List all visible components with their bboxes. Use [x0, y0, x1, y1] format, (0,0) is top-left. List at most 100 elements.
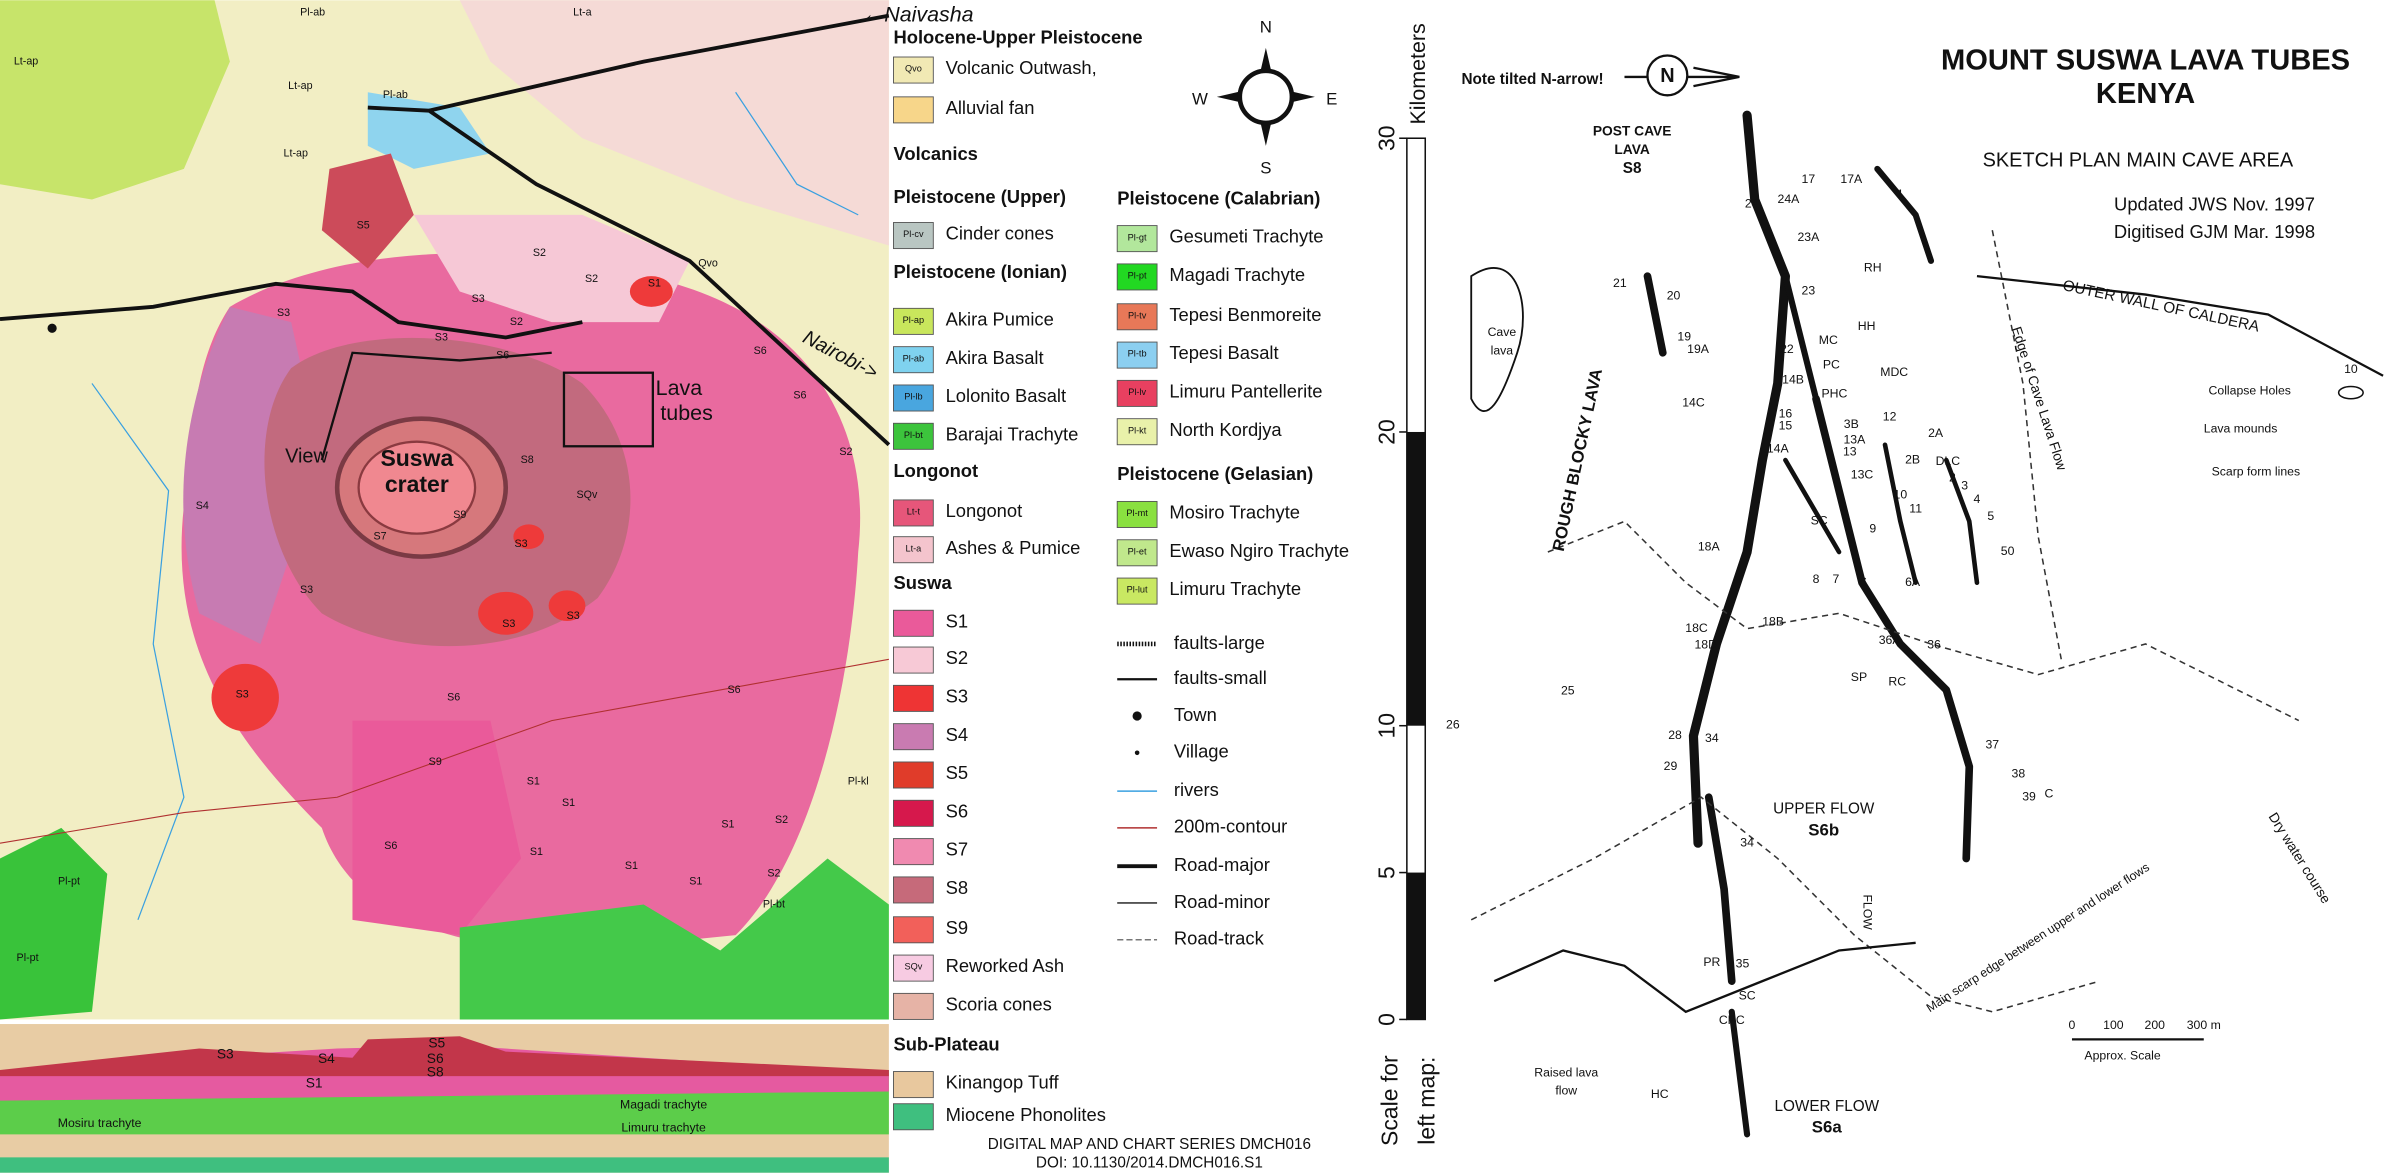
legend-swatch: [893, 684, 934, 712]
river: [735, 91, 859, 216]
unit-label: Lt-ap: [14, 55, 38, 67]
legend-swatch: [1116, 379, 1158, 407]
legend-label: Lolonito Basalt: [946, 385, 1067, 406]
cone-s5: [321, 153, 414, 269]
cave-label: 50: [2001, 544, 2015, 558]
unit-label: S2: [533, 247, 546, 259]
cave-label: 13: [1843, 445, 1857, 459]
lava-tube: [1728, 1008, 1751, 1138]
legend-swatch: [893, 56, 934, 84]
green-flow: [0, 827, 108, 1020]
cave-lava-outline: [1470, 267, 1524, 412]
cave-label: 37: [1985, 737, 1999, 751]
unit-label: S6: [447, 691, 460, 703]
unit-label: Pl-bt: [763, 898, 785, 910]
section-label: S8: [427, 1065, 444, 1080]
compass-label: W: [1192, 89, 1208, 108]
flow-s3: [513, 524, 545, 549]
area-label: Lava mounds: [2204, 422, 2278, 436]
credit: DIGITAL MAP AND CHART SERIES DMCH016: [988, 1136, 1311, 1153]
legend-label: Barajai Trachyte: [946, 423, 1079, 444]
area-label: Edge of Cave Lava Flow: [2009, 325, 2070, 472]
unit-label: S4: [196, 500, 209, 512]
cave-label: 23A: [1797, 230, 1820, 244]
section-label: S1: [306, 1075, 323, 1090]
cave-label: 26: [1446, 717, 1460, 731]
cave-label: 1: [1897, 187, 1904, 201]
unit-label: Pl-pt: [17, 952, 39, 964]
legend-swatch: [893, 536, 934, 564]
cave-label: 18A: [1698, 540, 1721, 554]
cave-label: 24A: [1778, 192, 1801, 206]
legend-code: Pl-lb: [904, 392, 922, 402]
cave-label: DLC: [1936, 454, 1961, 468]
legend-label: Tepesi Benmoreite: [1169, 304, 1321, 325]
legend-swatch: [893, 1103, 934, 1131]
legend-swatch: [893, 96, 934, 124]
area-label: S6a: [1812, 1118, 1843, 1137]
legend-heading: Volcanics: [893, 143, 977, 164]
unit-label: S1: [689, 875, 702, 887]
cave-label: 3B: [1844, 417, 1859, 431]
area-label: Raised lava: [1534, 1065, 1598, 1079]
town: [47, 323, 57, 333]
place-label: Lava: [656, 376, 703, 400]
legend-swatch: [1116, 225, 1158, 253]
legend-swatch: [1116, 500, 1158, 528]
legend-label: S6: [946, 800, 968, 821]
place-label: tubes: [660, 401, 712, 425]
road-major: [428, 13, 890, 113]
sketch-plan: SKETCH PLAN MAIN CAVE AREA: [1983, 149, 2294, 171]
cave-label: CPC: [1719, 1013, 1745, 1027]
legend-label: Village: [1174, 741, 1229, 762]
unit-label: Pl-kl: [848, 776, 869, 788]
unit-label: S1: [721, 819, 734, 831]
unit-label: Qvo: [698, 258, 718, 270]
sketch-credit: Updated JWS Nov. 1997: [2114, 194, 2315, 215]
legend-label: Gesumeti Trachyte: [1169, 226, 1323, 247]
section-label: S4: [318, 1051, 335, 1066]
pumice-area: [0, 0, 230, 200]
unit-label: S2: [585, 273, 598, 285]
legend-swatch: [1116, 539, 1158, 567]
legend-heading: Pleistocene (Upper): [893, 186, 1066, 207]
legend-label: faults-large: [1174, 632, 1265, 653]
legend-label: Kinangop Tuff: [946, 1072, 1060, 1093]
legend-label: Road-major: [1174, 854, 1270, 875]
area-label: flow: [1555, 1084, 1577, 1098]
legend-label: Ashes & Pumice: [946, 537, 1081, 558]
unit-label: S1: [625, 860, 638, 872]
legend-swatch: [893, 761, 934, 789]
unit-label: S2: [775, 814, 788, 826]
legend-code: Lt-t: [907, 507, 921, 517]
credit: DOI: 10.1130/2014.DMCH016.S1: [1036, 1155, 1263, 1172]
unit-label: S6: [754, 345, 767, 357]
legend-symbol: [1132, 711, 1142, 721]
cave-label: 34: [1705, 731, 1719, 745]
place-label: ←Naivasha: [863, 2, 974, 26]
legend-code: Pl-kt: [1128, 425, 1147, 435]
scale-label: 200: [2145, 1018, 2166, 1032]
cave-label: 19A: [1687, 342, 1710, 356]
scale-caption: Approx. Scale: [2084, 1048, 2160, 1062]
section-label: S3: [217, 1046, 234, 1061]
scale-caption: left map:: [1413, 1057, 1439, 1145]
cave-label: 36A: [1879, 633, 1902, 647]
cave-label: 17A: [1840, 172, 1863, 186]
place-label: Suswa: [380, 445, 453, 471]
legend-label: Akira Basalt: [946, 347, 1044, 368]
unit-label: S9: [453, 509, 466, 521]
unit-label: S3: [472, 293, 485, 305]
unit-label: S1: [648, 278, 661, 290]
cave-label: 28: [1668, 728, 1682, 742]
legend-label: Magadi Trachyte: [1169, 264, 1305, 285]
legend-label: Limuru Pantellerite: [1169, 380, 1322, 401]
area-label: Collapse Holes: [2209, 383, 2291, 397]
legend-label: S1: [946, 610, 968, 631]
legend-label: Alluvial fan: [946, 97, 1035, 118]
unit-label: S2: [839, 446, 852, 458]
legend-label: rivers: [1174, 779, 1219, 800]
legend-code: Pl-lv: [1128, 387, 1146, 397]
lava-tube: [1643, 272, 1667, 357]
